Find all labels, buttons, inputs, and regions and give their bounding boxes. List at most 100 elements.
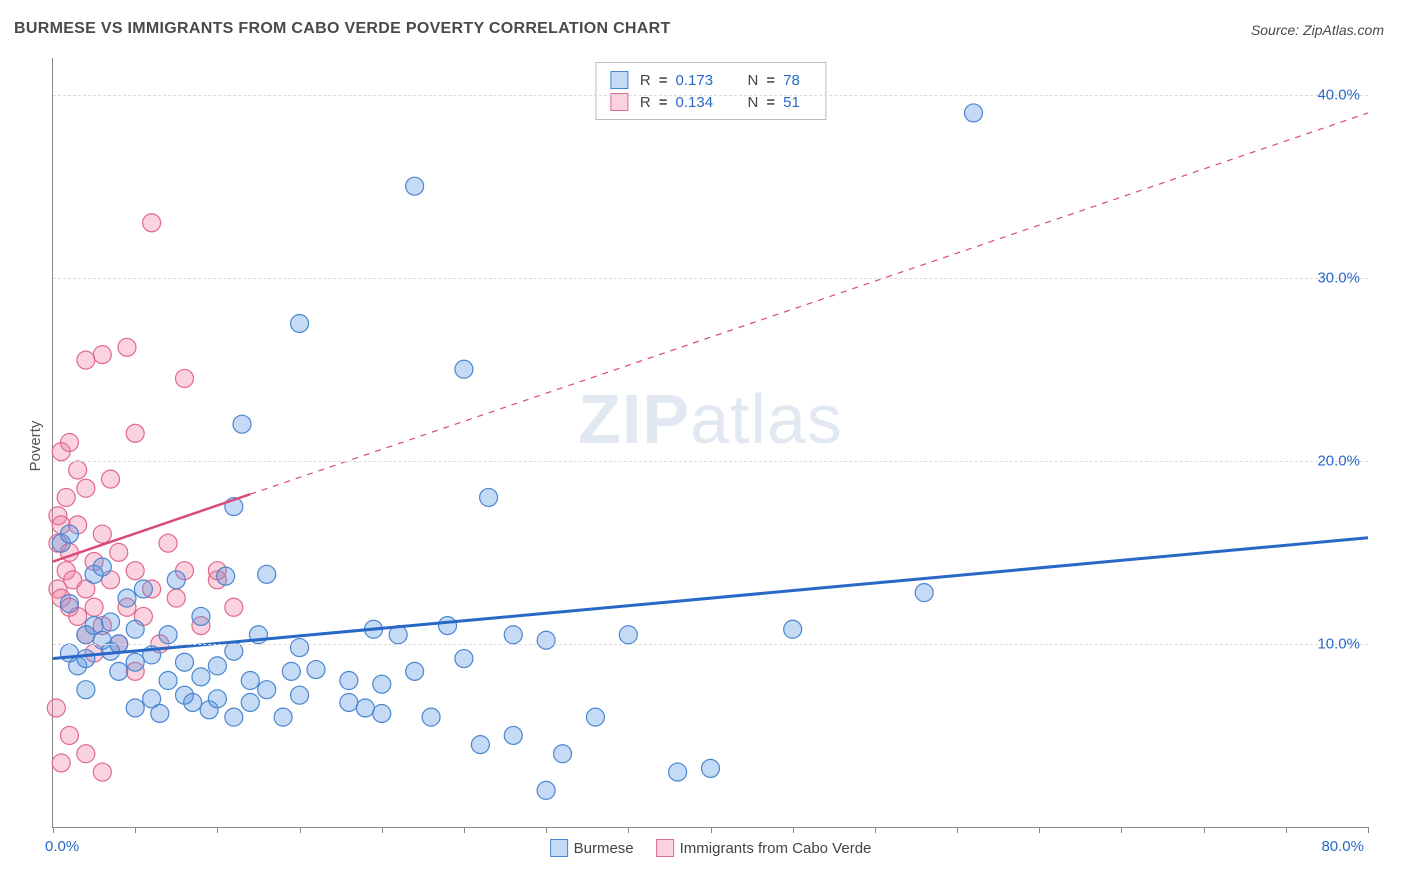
scatter-point: [126, 653, 144, 671]
scatter-point: [291, 686, 309, 704]
gridline: [53, 95, 1368, 96]
scatter-point: [504, 726, 522, 744]
scatter-point: [291, 639, 309, 657]
scatter-point: [126, 562, 144, 580]
legend-swatch-series-1: [610, 71, 628, 89]
scatter-point: [455, 360, 473, 378]
scatter-point: [93, 525, 111, 543]
scatter-point: [258, 565, 276, 583]
scatter-point: [69, 461, 87, 479]
x-axis-origin-label: 0.0%: [45, 838, 79, 855]
equals-sign: =: [659, 94, 668, 111]
legend-item-series-2: Immigrants from Cabo Verde: [656, 839, 872, 857]
x-tick: [546, 827, 547, 833]
scatter-point: [471, 736, 489, 754]
scatter-point: [159, 672, 177, 690]
scatter-point: [340, 672, 358, 690]
scatter-point: [118, 338, 136, 356]
correlation-legend: R = 0.173 N = 78 R = 0.134 N = 51: [595, 62, 826, 120]
scatter-point: [340, 693, 358, 711]
gridline: [53, 461, 1368, 462]
n-letter: N: [748, 72, 759, 89]
scatter-point: [915, 584, 933, 602]
legend-row-series-1: R = 0.173 N = 78: [610, 69, 811, 91]
x-tick: [1368, 827, 1369, 833]
scatter-point: [192, 668, 210, 686]
scatter-point: [126, 424, 144, 442]
scatter-point: [167, 589, 185, 607]
x-tick: [464, 827, 465, 833]
scatter-point: [102, 470, 120, 488]
scatter-point: [60, 595, 78, 613]
chart-title: BURMESE VS IMMIGRANTS FROM CABO VERDE PO…: [14, 20, 671, 38]
scatter-point: [406, 177, 424, 195]
y-tick-label: 30.0%: [1305, 269, 1360, 286]
x-tick: [53, 827, 54, 833]
x-tick: [628, 827, 629, 833]
scatter-point: [439, 617, 457, 635]
scatter-point: [143, 214, 161, 232]
x-tick: [217, 827, 218, 833]
scatter-point: [554, 745, 572, 763]
scatter-point: [126, 699, 144, 717]
scatter-point: [282, 662, 300, 680]
scatter-point: [176, 653, 194, 671]
y-tick-label: 20.0%: [1305, 452, 1360, 469]
n-value-series-1: 78: [783, 72, 811, 89]
scatter-point: [217, 567, 235, 585]
scatter-point: [480, 488, 498, 506]
scatter-point: [77, 351, 95, 369]
scatter-point: [126, 620, 144, 638]
scatter-point: [184, 693, 202, 711]
trend-line: [250, 113, 1368, 494]
scatter-point: [965, 104, 983, 122]
scatter-point: [291, 314, 309, 332]
scatter-point: [52, 754, 70, 772]
scatter-point: [784, 620, 802, 638]
scatter-point: [134, 580, 152, 598]
scatter-point: [373, 704, 391, 722]
r-letter: R: [640, 72, 651, 89]
scatter-point: [702, 759, 720, 777]
scatter-point: [93, 558, 111, 576]
scatter-point: [422, 708, 440, 726]
scatter-point: [102, 613, 120, 631]
scatter-point: [241, 672, 259, 690]
scatter-point: [225, 598, 243, 616]
scatter-svg: [53, 58, 1368, 827]
scatter-point: [356, 699, 374, 717]
scatter-point: [669, 763, 687, 781]
y-axis-label: Poverty: [27, 421, 44, 472]
scatter-point: [504, 626, 522, 644]
legend-swatch-series-2: [656, 839, 674, 857]
x-tick: [875, 827, 876, 833]
x-tick: [300, 827, 301, 833]
y-tick-label: 40.0%: [1305, 86, 1360, 103]
scatter-point: [77, 650, 95, 668]
scatter-point: [60, 434, 78, 452]
scatter-point: [77, 681, 95, 699]
r-value-series-2: 0.134: [676, 94, 722, 111]
scatter-point: [406, 662, 424, 680]
scatter-point: [93, 346, 111, 364]
scatter-point: [537, 781, 555, 799]
scatter-point: [110, 543, 128, 561]
scatter-point: [225, 708, 243, 726]
scatter-point: [93, 763, 111, 781]
scatter-point: [586, 708, 604, 726]
x-tick: [957, 827, 958, 833]
y-tick-label: 10.0%: [1305, 635, 1360, 652]
scatter-point: [537, 631, 555, 649]
scatter-point: [241, 693, 259, 711]
scatter-point: [60, 726, 78, 744]
scatter-point: [233, 415, 251, 433]
scatter-point: [192, 607, 210, 625]
plot-area: ZIPatlas R = 0.173 N = 78 R = 0.134 N = …: [52, 58, 1368, 828]
equals-sign: =: [766, 72, 775, 89]
scatter-point: [57, 488, 75, 506]
x-tick: [135, 827, 136, 833]
scatter-point: [208, 657, 226, 675]
gridline: [53, 278, 1368, 279]
scatter-point: [176, 369, 194, 387]
scatter-point: [110, 662, 128, 680]
